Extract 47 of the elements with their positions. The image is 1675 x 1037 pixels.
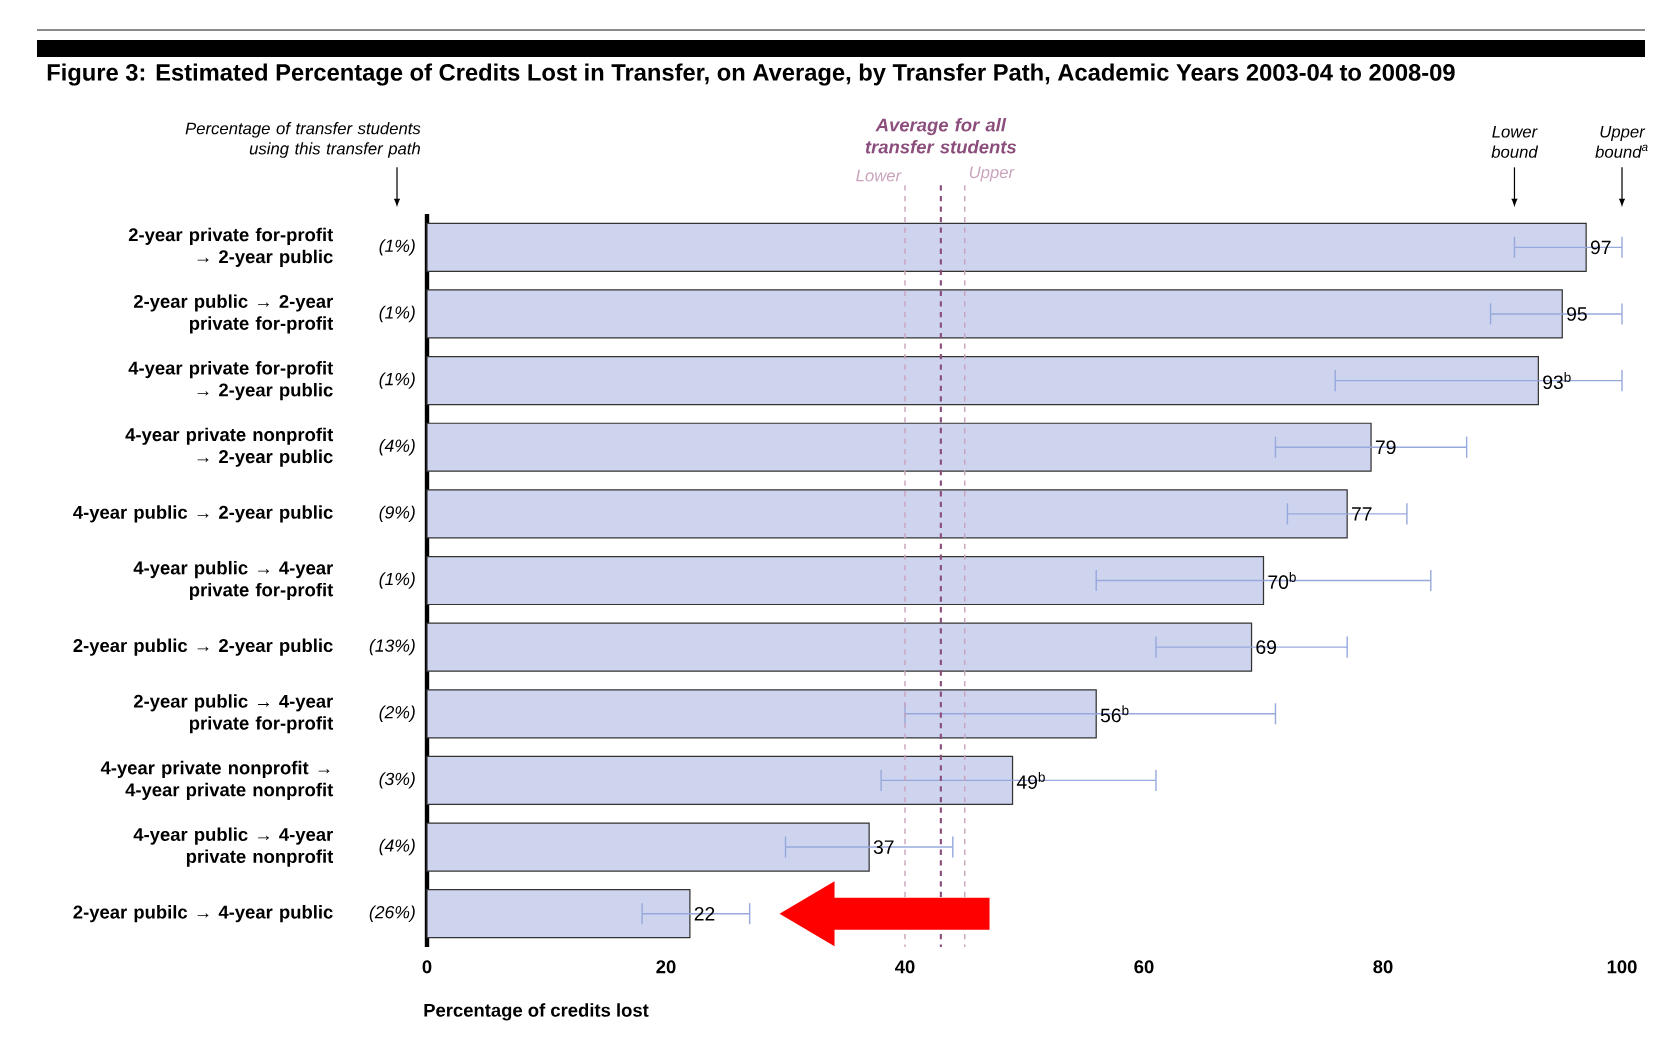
text: (26%) [369, 905, 415, 922]
x-tick-label: 0 [422, 960, 432, 974]
data-label: 97 [1590, 240, 1611, 255]
y-tick-label: 4-year private nonprofit → 4-year private nonprofit [100, 760, 334, 800]
text: (9%) [379, 505, 415, 523]
data-label: 79 [1375, 440, 1396, 455]
text: Upper bound$^{a}$ [1595, 125, 1648, 158]
y-tick-label: 4-year public → 4-year private for-profit [133, 560, 334, 601]
x-axis-title: Percentage of credits lost [424, 1003, 649, 1021]
y-tick-label: 4-year public → 2-year public [73, 505, 333, 523]
text: (4%) [379, 838, 415, 856]
data-label: 69 [1256, 640, 1277, 654]
ref-line-label: Upper [969, 166, 1015, 182]
data-label: 37 [873, 840, 894, 854]
y-tick-label: 4-year private for-profit → 2-year public [128, 361, 334, 401]
ref-line-label: Average for all transfer students [865, 117, 1017, 154]
text: (4%) [379, 439, 415, 456]
x-tick-label: 100 [1607, 960, 1637, 974]
text: (1%) [379, 372, 415, 389]
x-tick-label: 60 [1134, 960, 1154, 974]
y-tick-label: 2-year pubilc → 4-year public [73, 905, 333, 923]
x-tick-label: 80 [1373, 960, 1393, 974]
x-tick-label: 20 [656, 960, 676, 974]
text: Percentage of transfer students using this transfer path [185, 122, 421, 158]
text: (13%) [369, 638, 415, 656]
data-label: 70$^{b}$ [1268, 572, 1296, 589]
y-tick-label: 2-year public → 2-year public [73, 638, 333, 656]
chart-title: Figure 3: Estimated Percentage of Credits Lost in Transfer, on Average, by Transfer Path, Academic Years 2003-04 to 2008-09 [47, 63, 1455, 86]
text: (2%) [379, 705, 415, 722]
ref-line-label: Lower [856, 169, 902, 182]
y-tick-label: 2-year public → 2-year private for-profit [133, 294, 334, 334]
text: (3%) [379, 772, 415, 789]
text: (1%) [379, 305, 415, 323]
data-label: 93$^{b}$ [1543, 372, 1571, 390]
data-label: 95 [1567, 307, 1587, 321]
text: (1%) [379, 572, 415, 589]
data-label: 77 [1352, 507, 1372, 521]
x-tick-label: 40 [895, 960, 915, 974]
y-tick-label: 2-year public → 4-year private for-profit [133, 694, 334, 734]
data-label: 56$^{b}$ [1100, 705, 1129, 723]
y-tick-label: 2-year private for-profit → 2-year public [128, 227, 334, 267]
y-tick-label: 4-year private nonprofit → 2-year public [125, 427, 334, 467]
data-label: 22 [694, 906, 715, 921]
text: (1%) [379, 239, 415, 256]
data-label: 49$^{b}$ [1016, 771, 1045, 789]
y-tick-label: 4-year public → 4-year private nonprofit [133, 827, 334, 867]
text: Lower bound [1491, 125, 1539, 158]
